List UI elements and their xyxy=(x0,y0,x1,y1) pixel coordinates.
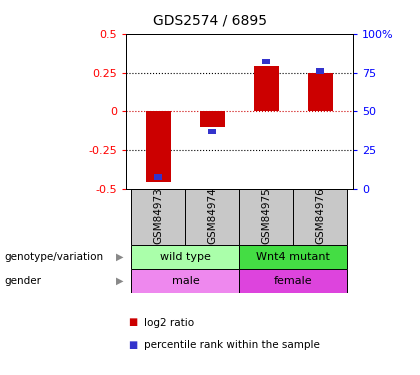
Text: Wnt4 mutant: Wnt4 mutant xyxy=(257,252,331,262)
Text: GDS2574 / 6895: GDS2574 / 6895 xyxy=(153,13,267,27)
Text: ■: ■ xyxy=(128,318,137,327)
Text: GSM84974: GSM84974 xyxy=(207,188,218,244)
Text: ■: ■ xyxy=(128,340,137,350)
Text: wild type: wild type xyxy=(160,252,211,262)
Bar xyxy=(239,269,347,292)
Bar xyxy=(131,189,185,245)
Bar xyxy=(254,66,278,111)
Bar xyxy=(316,68,325,74)
Bar xyxy=(185,189,239,245)
Text: male: male xyxy=(171,276,199,286)
Bar xyxy=(131,269,239,292)
Bar xyxy=(262,59,270,64)
Text: GSM84973: GSM84973 xyxy=(153,188,163,244)
Text: ▶: ▶ xyxy=(116,276,123,286)
Text: genotype/variation: genotype/variation xyxy=(4,252,103,262)
Text: percentile rank within the sample: percentile rank within the sample xyxy=(144,340,320,350)
Text: GSM84976: GSM84976 xyxy=(315,188,326,244)
Bar xyxy=(200,111,225,127)
Text: gender: gender xyxy=(4,276,41,286)
Bar xyxy=(208,129,216,134)
Text: log2 ratio: log2 ratio xyxy=(144,318,194,327)
Text: female: female xyxy=(274,276,313,286)
Bar xyxy=(239,189,294,245)
Bar xyxy=(146,111,171,182)
Bar xyxy=(131,245,239,269)
Bar xyxy=(294,189,347,245)
Text: ▶: ▶ xyxy=(116,252,123,262)
Bar xyxy=(155,174,163,180)
Bar xyxy=(239,245,347,269)
Text: GSM84975: GSM84975 xyxy=(261,188,271,244)
Bar xyxy=(308,73,333,111)
